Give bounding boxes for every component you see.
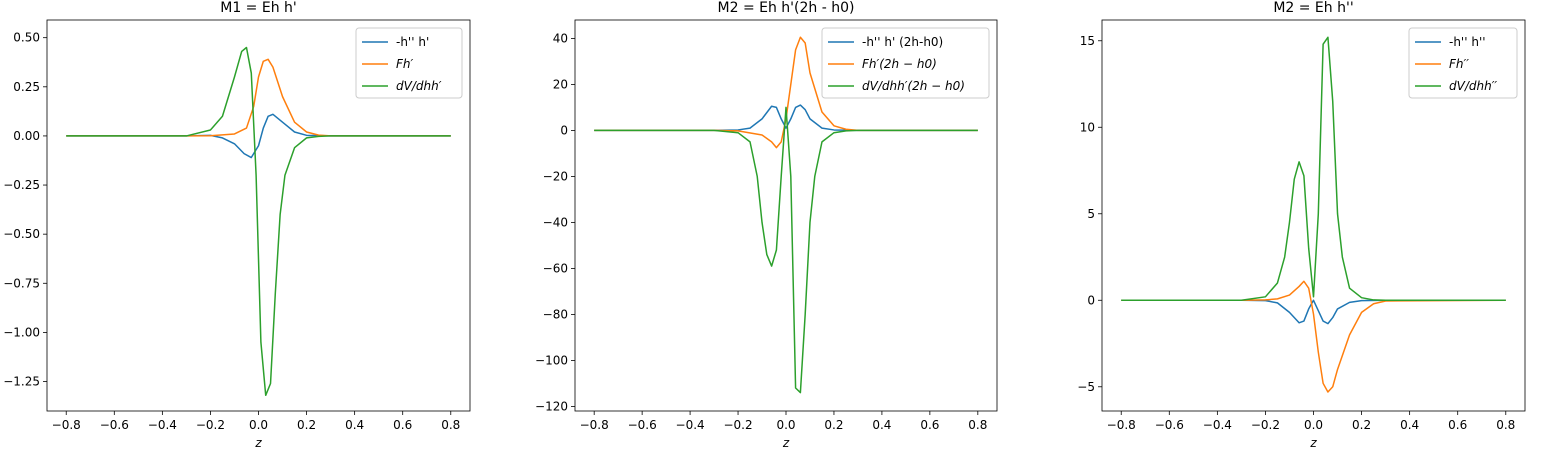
legend-label: -h'' h' (396, 35, 429, 49)
series-line-1 (1121, 299, 1506, 325)
legend-label: Fh′ (396, 57, 414, 71)
legend-label: dV/dhh′ (396, 79, 442, 93)
y-tick-label: −120 (535, 399, 568, 413)
series-line-3 (594, 106, 978, 394)
y-tick-label: 0.25 (13, 80, 40, 94)
legend: -h'' h' (2h-h0) Fh′(2h − h0) dV/dhh′(2h − … (821, 27, 990, 99)
y-tick-label: −1.25 (3, 375, 40, 389)
series-line-2 (594, 36, 978, 149)
legend-box (821, 27, 990, 99)
y-tick-label: 0.00 (13, 129, 40, 143)
legend-label: dV/dhh′(2h − h0) (862, 79, 965, 93)
legend-label: -h'' h'' (1449, 35, 1486, 49)
chart-title: M2 = Eh h'(2h - h0) (718, 0, 855, 16)
y-tick-label: −20 (543, 169, 568, 183)
x-axis-label: z (1309, 436, 1317, 450)
x-tick-label: 0.4 (345, 418, 364, 432)
x-tick-label: −0.2 (196, 418, 225, 432)
x-tick-label: 0.2 (824, 418, 843, 432)
chart-title: M1 = Eh h' (220, 0, 297, 16)
x-tick-label: 0.8 (441, 418, 460, 432)
series-line-3 (1121, 36, 1506, 302)
x-tick-label: 0.2 (297, 418, 316, 432)
x-tick-label: 0.0 (776, 418, 795, 432)
x-tick-label: −0.4 (148, 418, 177, 432)
x-tick-label: −0.4 (1203, 418, 1232, 432)
x-axis-label: z (254, 436, 262, 450)
x-tick-label: 0.8 (1496, 418, 1515, 432)
x-tick-label: −0.2 (1251, 418, 1280, 432)
legend: -h'' h'' Fh′′ dV/dhh′′ (1408, 27, 1518, 99)
x-tick-label: 0.6 (393, 418, 412, 432)
y-tick-label: 0.50 (13, 31, 40, 45)
y-tick-label: −100 (535, 353, 568, 367)
y-tick-label: 0 (1087, 293, 1095, 307)
series-line-1 (66, 113, 451, 159)
x-tick-label: 0.0 (249, 418, 268, 432)
y-tick-label: 20 (553, 77, 568, 91)
chart-panel-3: −0.8 −0.6 −0.4 −0.2 0.0 0.2 0.4 0.6 0.8 −5 0 5 10 15 M… (1077, 0, 1526, 450)
x-tick-label: 0.2 (1352, 418, 1371, 432)
y-tick-label: −0.75 (3, 276, 40, 290)
x-tick-label: 0.8 (968, 418, 987, 432)
series-line-2 (1121, 280, 1506, 393)
legend-label: Fh′(2h − h0) (862, 57, 937, 71)
y-tick-label: 40 (553, 31, 568, 45)
x-axis-label: z (782, 436, 790, 450)
legend-box (355, 27, 463, 99)
x-tick-label: −0.6 (1155, 418, 1184, 432)
x-tick-label: −0.6 (628, 418, 657, 432)
x-tick-label: −0.6 (100, 418, 129, 432)
legend-label: Fh′′ (1449, 57, 1469, 71)
y-tick-label: 15 (1080, 34, 1095, 48)
chart-panel-1: −0.8 −0.6 −0.4 −0.2 0.0 0.2 0.4 0.6 0.8 −1.25 −1.0… (3, 0, 471, 450)
y-tick-label: 10 (1080, 120, 1095, 134)
y-tick-label: −40 (543, 215, 568, 229)
y-tick-label: −0.50 (3, 227, 40, 241)
legend-label: dV/dhh′′ (1449, 79, 1497, 93)
series-line-1 (594, 104, 978, 132)
y-tick-label: −1.00 (3, 325, 40, 339)
legend: -h'' h' Fh′ dV/dhh′ (355, 27, 463, 99)
chart-title: M2 = Eh h'' (1273, 0, 1353, 16)
x-tick-label: 0.6 (1448, 418, 1467, 432)
y-tick-label: −0.25 (3, 178, 40, 192)
x-tick-label: −0.8 (52, 418, 81, 432)
x-tick-label: −0.4 (676, 418, 705, 432)
y-tick-label: −5 (1077, 380, 1095, 394)
y-tick-label: 0 (560, 123, 568, 137)
y-tick-label: −60 (543, 261, 568, 275)
x-tick-label: 0.6 (920, 418, 939, 432)
y-tick-label: 5 (1087, 207, 1095, 221)
x-tick-label: 0.4 (872, 418, 891, 432)
series-line-2 (66, 58, 451, 137)
x-tick-label: −0.8 (1107, 418, 1136, 432)
series-line-3 (66, 46, 451, 397)
x-tick-label: 0.4 (1400, 418, 1419, 432)
x-tick-label: −0.2 (723, 418, 752, 432)
x-tick-label: −0.8 (580, 418, 609, 432)
y-tick-label: −80 (543, 307, 568, 321)
chart-panel-2: −0.8 −0.6 −0.4 −0.2 0.0 0.2 0.4 0.6 0.8 −120 −100 −… (535, 0, 998, 450)
x-tick-label: 0.0 (1304, 418, 1323, 432)
legend-box (1408, 27, 1518, 99)
legend-label: -h'' h' (2h-h0) (862, 35, 943, 49)
